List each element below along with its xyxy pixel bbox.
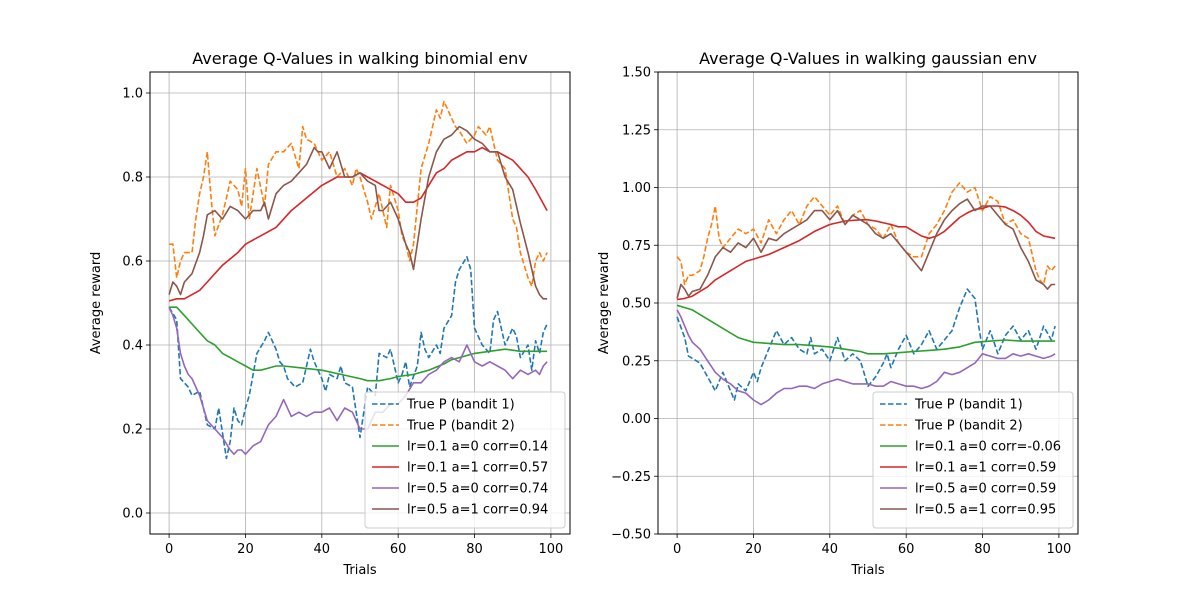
x-tick-label: 0 xyxy=(165,542,173,557)
y-ticks: 0.0 0.2 0.4 0.6 0.8 1.0 xyxy=(122,87,150,522)
series-line-true-p-bandit-1 xyxy=(168,255,548,460)
series-line-true-p-bandit-2 xyxy=(169,100,548,288)
y-tick-label: −0.50 xyxy=(611,528,651,543)
legend: True P (bandit 1) True P (bandit 2) lr=0.1… xyxy=(364,391,566,529)
series-line-lr-0-1-a-1-corr-0-59 xyxy=(676,205,1056,301)
y-axis-label: Average reward xyxy=(597,252,612,355)
y-axis-label: Average reward xyxy=(89,252,104,355)
series-lines xyxy=(168,100,548,460)
legend-box xyxy=(364,391,566,529)
y-tick-label: 1.50 xyxy=(622,66,651,81)
y-tick-label: 0.8 xyxy=(122,171,143,186)
legend-label: True P (bandit 2) xyxy=(406,419,515,434)
legend-label: lr=0.5 a=0 corr=0.59 xyxy=(915,482,1056,497)
series-line-lr-0-1-a-0-corr-0-06 xyxy=(676,304,1056,355)
x-tick-label: 80 xyxy=(974,542,991,557)
series-line-lr-0-5-a-0-corr-0-74 xyxy=(168,306,548,456)
legend-label: True P (bandit 1) xyxy=(406,398,515,413)
x-ticks: 0 20 40 60 80 100 xyxy=(673,534,1071,557)
gaussian-subplot: 0 20 40 60 80 100 −0.50 −0.25 0.00 0.25 0.50 0.75 1… xyxy=(597,49,1079,578)
legend-label: lr=0.1 a=0 corr=0.14 xyxy=(407,440,548,455)
legend-label: lr=0.5 a=1 corr=0.94 xyxy=(407,503,548,518)
x-tick-label: 40 xyxy=(314,542,331,557)
x-ticks: 0 20 40 60 80 100 xyxy=(165,534,563,557)
y-tick-label: 0.0 xyxy=(122,507,143,522)
chart-title: Average Q-Values in walking binomial env xyxy=(192,49,527,68)
legend: True P (bandit 1) True P (bandit 2) lr=0.1… xyxy=(872,391,1074,529)
binomial-subplot: 0 20 40 60 80 100 0.0 0.2 0.4 0.6 0.8 1.0 Average … xyxy=(89,49,571,578)
legend-label: lr=0.5 a=1 corr=0.95 xyxy=(915,503,1056,518)
series-line-lr-0-1-a-0-corr-0-14 xyxy=(169,306,548,382)
y-tick-label: 0.75 xyxy=(622,239,651,254)
x-tick-label: 80 xyxy=(466,542,483,557)
series-lines xyxy=(676,182,1056,406)
legend-box xyxy=(872,391,1074,529)
y-tick-label: 0.25 xyxy=(622,354,651,369)
y-tick-label: 1.00 xyxy=(622,181,651,196)
x-axis-label: Trials xyxy=(342,563,377,578)
y-tick-label: 1.25 xyxy=(622,123,651,138)
y-tick-label: 0.4 xyxy=(122,339,143,354)
x-axis-label: Trials xyxy=(850,563,885,578)
y-tick-label: 1.0 xyxy=(122,87,143,102)
series-line-lr-0-5-a-0-corr-0-59 xyxy=(676,309,1056,406)
x-tick-label: 40 xyxy=(822,542,839,557)
y-tick-label: 0.00 xyxy=(622,412,651,427)
x-tick-label: 60 xyxy=(390,542,407,557)
x-tick-label: 100 xyxy=(538,542,563,557)
legend-label: lr=0.1 a=1 corr=0.57 xyxy=(407,461,548,476)
y-tick-label: 0.50 xyxy=(622,297,651,312)
series-line-lr-0-5-a-1-corr-0-94 xyxy=(168,125,548,300)
x-tick-label: 20 xyxy=(237,542,254,557)
x-tick-label: 100 xyxy=(1046,542,1071,557)
legend-label: True P (bandit 2) xyxy=(914,419,1023,434)
chart-title: Average Q-Values in walking gaussian env xyxy=(699,49,1037,68)
y-ticks: −0.50 −0.25 0.00 0.25 0.50 0.75 1.00 1.25 1.50 xyxy=(611,66,658,543)
y-tick-label: 0.6 xyxy=(122,255,143,270)
x-tick-label: 20 xyxy=(745,542,762,557)
y-tick-label: −0.25 xyxy=(611,470,651,485)
series-line-lr-0-5-a-1-corr-0-95 xyxy=(676,198,1056,299)
plot-frame xyxy=(149,71,571,535)
series-line-true-p-bandit-1 xyxy=(676,288,1056,401)
legend-label: lr=0.1 a=1 corr=0.59 xyxy=(915,461,1056,476)
legend-label: lr=0.1 a=0 corr=-0.06 xyxy=(915,440,1061,455)
x-tick-label: 60 xyxy=(898,542,915,557)
legend-label: lr=0.5 a=0 corr=0.74 xyxy=(407,482,548,497)
legend-label: True P (bandit 1) xyxy=(914,398,1023,413)
y-tick-label: 0.2 xyxy=(122,423,143,438)
x-tick-label: 0 xyxy=(673,542,681,557)
